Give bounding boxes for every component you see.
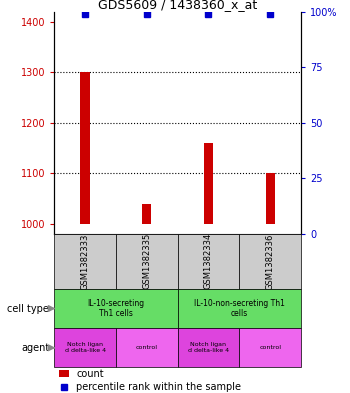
Bar bbox=[239, 328, 301, 367]
Text: Notch ligan
d delta-like 4: Notch ligan d delta-like 4 bbox=[64, 342, 106, 353]
Bar bbox=[177, 289, 301, 328]
Text: Notch ligan
d delta-like 4: Notch ligan d delta-like 4 bbox=[188, 342, 229, 353]
Bar bbox=[116, 328, 177, 367]
Text: IL-10-non-secreting Th1
cells: IL-10-non-secreting Th1 cells bbox=[194, 299, 285, 318]
Text: GSM1382336: GSM1382336 bbox=[266, 233, 275, 290]
Bar bbox=[59, 370, 69, 377]
Text: IL-10-secreting
Th1 cells: IL-10-secreting Th1 cells bbox=[88, 299, 145, 318]
Bar bbox=[54, 328, 116, 367]
Text: cell type: cell type bbox=[7, 303, 49, 314]
Text: agent: agent bbox=[21, 343, 49, 353]
Bar bbox=[177, 328, 239, 367]
Bar bbox=[116, 234, 177, 289]
Text: percentile rank within the sample: percentile rank within the sample bbox=[76, 382, 242, 392]
Text: GSM1382333: GSM1382333 bbox=[80, 233, 90, 290]
Bar bbox=[266, 173, 275, 224]
Bar bbox=[177, 234, 239, 289]
Text: GSM1382335: GSM1382335 bbox=[142, 233, 151, 290]
Bar bbox=[142, 204, 152, 224]
Text: GSM1382334: GSM1382334 bbox=[204, 233, 213, 290]
Text: control: control bbox=[259, 345, 281, 350]
Text: count: count bbox=[76, 369, 104, 378]
Bar bbox=[239, 234, 301, 289]
Text: control: control bbox=[136, 345, 158, 350]
Bar bbox=[54, 234, 116, 289]
Title: GDS5609 / 1438360_x_at: GDS5609 / 1438360_x_at bbox=[98, 0, 257, 11]
Bar bbox=[80, 72, 90, 224]
Bar bbox=[54, 289, 177, 328]
Bar bbox=[204, 143, 213, 224]
